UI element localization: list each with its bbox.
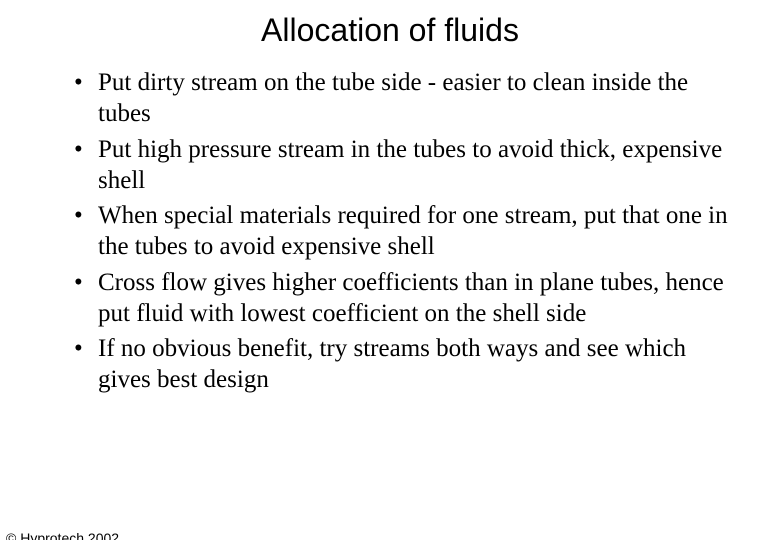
bullet-list: Put dirty stream on the tube side - easi… [72,67,730,396]
list-item: If no obvious benefit, try streams both … [72,333,730,396]
list-item: Cross flow gives higher coefficients tha… [72,267,730,330]
bullet-text: Put dirty stream on the tube side - easi… [98,69,688,127]
list-item: Put high pressure stream in the tubes to… [72,134,730,197]
list-item: When special materials required for one … [72,200,730,263]
slide-title: Allocation of fluids [0,12,780,49]
bullet-text: Put high pressure stream in the tubes to… [98,136,722,194]
bullet-text: When special materials required for one … [98,202,728,260]
copyright-footer: © Hyprotech 2002 [6,530,119,540]
bullet-text: If no obvious benefit, try streams both … [98,335,686,393]
list-item: Put dirty stream on the tube side - easi… [72,67,730,130]
slide-body: Put dirty stream on the tube side - easi… [0,67,780,396]
bullet-text: Cross flow gives higher coefficients tha… [98,269,724,327]
slide: Allocation of fluids Put dirty stream on… [0,12,780,540]
